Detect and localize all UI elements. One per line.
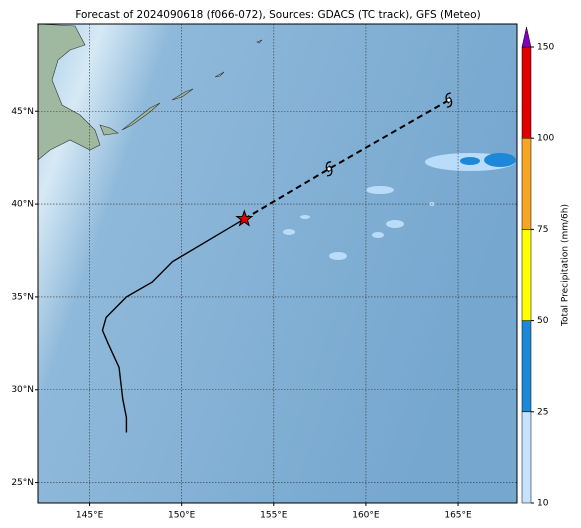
colorbar-tick-label: 75	[537, 225, 548, 235]
colorbar-tick-label: 150	[537, 43, 554, 53]
colorbar-segment	[521, 229, 532, 321]
colorbar-tick-label: 25	[537, 407, 548, 417]
x-tick-label: 145°E	[76, 511, 104, 521]
colorbar-label: Total Precipitation (mm/6h)	[561, 204, 571, 327]
colorbar-segment	[521, 137, 532, 230]
land	[38, 24, 263, 161]
track	[101, 92, 453, 433]
colorbar-tick-label: 10	[537, 499, 549, 509]
cyclone-center	[446, 97, 452, 103]
current-position	[235, 209, 254, 227]
y-tick-label: 35°N	[11, 292, 34, 302]
colorbar-segment	[521, 320, 532, 413]
precipitation	[283, 153, 516, 260]
grid	[38, 24, 517, 503]
colorbar: 10 25 50 75 100 150	[521, 26, 554, 509]
colorbar-tick-label: 100	[537, 134, 554, 144]
axes: 145°E 150°E 155°E 160°E 165°E 25°N 30°N 35°N 40°…	[11, 107, 472, 521]
cyclone-center	[326, 166, 332, 172]
forecast-track	[243, 99, 450, 220]
map-frame	[37, 23, 518, 504]
y-tick-label: 40°N	[11, 200, 34, 210]
x-tick-label: 155°E	[260, 511, 288, 521]
colorbar-segment	[521, 46, 532, 139]
x-tick-label: 150°E	[168, 511, 196, 521]
observed-track	[101, 218, 245, 433]
y-tick-label: 30°N	[11, 385, 34, 395]
map-title: Forecast of 2024090618 (f066-072), Sourc…	[75, 9, 480, 21]
map-area	[38, 24, 517, 503]
colorbar-tick-label: 50	[537, 316, 549, 326]
colorbar-extend	[521, 26, 532, 48]
colorbar-segment	[521, 411, 532, 504]
y-tick-label: 45°N	[11, 107, 34, 117]
ocean	[38, 24, 517, 503]
y-tick-label: 25°N	[11, 478, 34, 488]
x-tick-label: 160°E	[352, 511, 380, 521]
x-tick-label: 165°E	[444, 511, 472, 521]
